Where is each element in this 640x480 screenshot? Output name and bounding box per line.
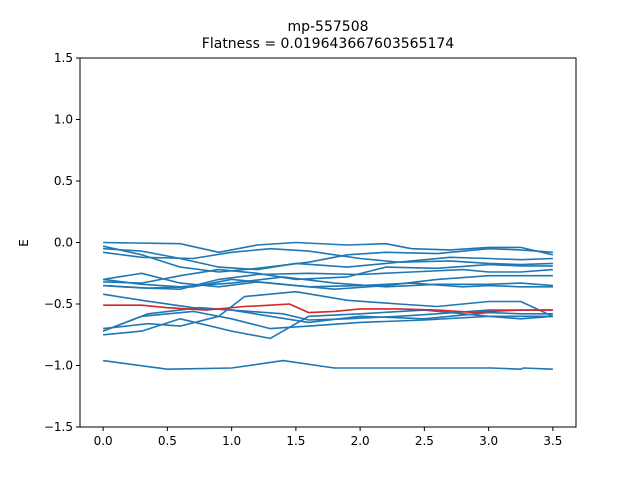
- band-line: [102, 247, 553, 266]
- x-tick-label: 1.5: [286, 434, 305, 448]
- band-line: [102, 306, 553, 332]
- band-line: [103, 290, 554, 330]
- band-line: [103, 278, 553, 289]
- y-tick-label: 0.0: [54, 236, 73, 250]
- x-tick-label: 0.5: [158, 434, 177, 448]
- x-tick-label: 2.5: [415, 434, 434, 448]
- y-tick-label: −0.5: [44, 297, 73, 311]
- y-tick-label: 1.5: [54, 51, 73, 65]
- plot-frame: [79, 57, 577, 428]
- band-line: [102, 245, 553, 273]
- band-line: [102, 310, 553, 332]
- flat-band-line: [103, 303, 553, 314]
- x-tick-label: 1.0: [222, 434, 241, 448]
- y-tick-label: −1.0: [44, 359, 73, 373]
- band-line: [102, 359, 553, 371]
- band-line: [103, 241, 554, 256]
- band-line: [103, 263, 553, 284]
- y-tick-label: −1.5: [44, 420, 73, 434]
- y-tick-label: 0.5: [54, 174, 73, 188]
- band-line: [102, 293, 553, 321]
- y-tick-label: 1.0: [54, 113, 73, 127]
- x-tick-label: 3.0: [479, 434, 498, 448]
- axis-ticks: 0.0 0.5 1.0 1.5 2.0 2.5 3.0 3.5 1.5 1.0 0.5 0.0 −0.5…: [44, 51, 563, 448]
- y-axis-label: E: [17, 239, 31, 247]
- chart-title: mp-557508: [287, 19, 368, 35]
- chart-subtitle: Flatness = 0.019643667603565174: [202, 36, 454, 52]
- band-line: [103, 268, 553, 291]
- plot-area: [102, 241, 554, 371]
- band-line: [103, 309, 553, 340]
- x-tick-label: 0.0: [94, 434, 113, 448]
- x-tick-label: 2.0: [351, 434, 370, 448]
- band-line: [102, 276, 553, 288]
- x-tick-label: 3.5: [543, 434, 562, 448]
